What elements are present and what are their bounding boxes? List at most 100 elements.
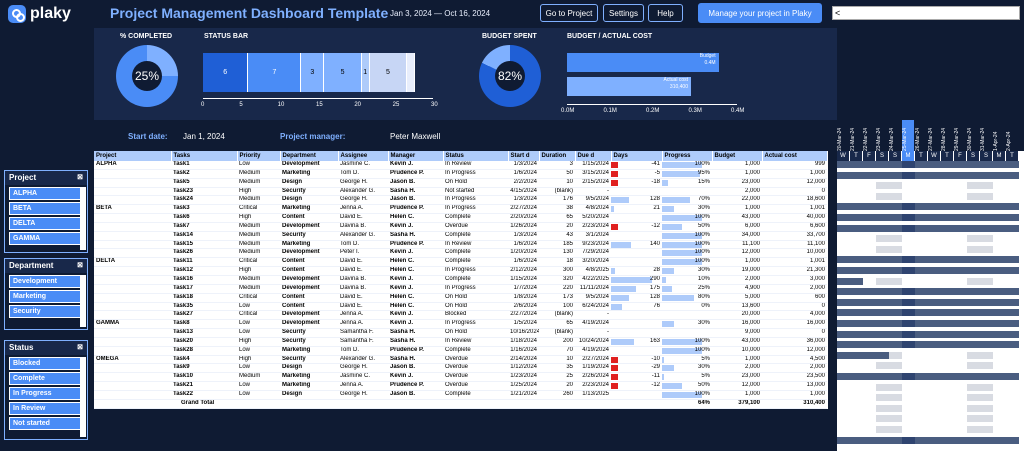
column-header[interactable]: Budget	[712, 151, 763, 161]
table-row[interactable]: Task24 Medium Design George H. Jason B. In Pr…	[94, 195, 827, 206]
slicer-item-alpha[interactable]: ALPHA	[9, 187, 83, 200]
gantt-cell	[837, 341, 850, 349]
slicer-item-in-review[interactable]: In Review	[9, 402, 83, 415]
help-button[interactable]: Help	[648, 4, 683, 22]
table-cell: 50%	[662, 381, 712, 391]
table-row[interactable]: Task21 Low Marketing Jenna A. Prudence P. Ove…	[94, 381, 827, 391]
clear-filter-icon[interactable]: ⊠	[77, 344, 83, 351]
table-cell: 1/15/2024	[575, 161, 611, 170]
slicer-item-in-progress[interactable]: In Progress	[9, 387, 83, 400]
progress-value: 100%	[694, 240, 710, 247]
go-to-project-button[interactable]: Go to Project	[540, 4, 598, 22]
table-row[interactable]: Task18 Critical Content David E. Helen C. On …	[94, 293, 827, 303]
gantt-cell	[850, 171, 863, 179]
gantt-date: 21-Mar-24	[850, 127, 856, 151]
table-row[interactable]: Task17 Medium Development Davina B. Kevin J.…	[94, 284, 827, 294]
gantt-day: T	[941, 151, 954, 161]
table-row[interactable]: ALPHA Task1 Low Development Jasmine C. Kevin …	[94, 161, 827, 170]
column-header[interactable]: Status	[443, 151, 509, 161]
table-cell: Task24	[171, 195, 237, 206]
days-value: 28	[653, 267, 660, 274]
status-slicer-scrollbar[interactable]	[80, 357, 86, 437]
slicer-item-beta[interactable]: BETA	[9, 202, 83, 215]
department-slicer-scrollbar[interactable]	[80, 275, 86, 327]
column-header[interactable]: Priority	[237, 151, 281, 161]
column-header[interactable]: Actual cost	[762, 151, 828, 161]
clear-filter-icon[interactable]: ⊠	[77, 262, 83, 269]
table-cell	[94, 231, 171, 241]
slicer-item-complete[interactable]: Complete	[9, 372, 83, 385]
slicer-item-blocked[interactable]: Blocked	[9, 357, 83, 370]
project-slicer-scrollbar[interactable]	[80, 187, 86, 250]
slicer-item-gamma[interactable]: GAMMA	[9, 232, 83, 245]
gantt-date: 1-Apr-24	[993, 131, 999, 151]
table-cell: 10/16/2024	[508, 328, 539, 338]
clear-filter-icon[interactable]: ⊠	[77, 174, 83, 181]
table-row[interactable]: Task10 Medium Marketing Jasmine C. Kevin J. O…	[94, 372, 827, 383]
slicer-item-delta[interactable]: DELTA	[9, 217, 83, 230]
gantt-cell	[876, 161, 889, 168]
horizontal-scrollbar[interactable]: <	[832, 6, 1020, 20]
table-row[interactable]: Task9 Low Design George H. Jason B. Overdue 1/…	[94, 363, 827, 374]
column-header[interactable]: Project	[94, 151, 172, 161]
slicer-item-not-started[interactable]: Not started	[9, 417, 83, 430]
column-header[interactable]: Progress	[662, 151, 713, 161]
table-row[interactable]: Task6 High Content David E. Helen C. Complete…	[94, 213, 827, 223]
table-cell: 100%	[662, 213, 712, 223]
table-row[interactable]: Task27 Critical Development Jenna A. Kevin J…	[94, 310, 827, 321]
gantt-cell	[850, 436, 863, 444]
slicer-item-security[interactable]: Security	[9, 305, 83, 318]
gantt-cell	[967, 341, 980, 349]
slicer-item-marketing[interactable]: Marketing	[9, 290, 83, 303]
column-header[interactable]: Due d	[575, 151, 612, 161]
settings-button[interactable]: Settings	[603, 4, 644, 22]
table-row[interactable]: Task14 Medium Security Alexander G. Sasha H.…	[94, 231, 827, 241]
gantt-cell	[928, 362, 941, 370]
table-row[interactable]: OMEGA Task4 High Security Alexander G. Sasha …	[94, 355, 827, 365]
table-row[interactable]: Task15 Medium Marketing Tom D. Prudence P. In…	[94, 240, 827, 250]
gantt-cell	[915, 288, 928, 296]
table-row[interactable]: GAMMA Task8 Low Development Jenna A. Kevin J.…	[94, 319, 827, 330]
column-header[interactable]: Days	[611, 151, 663, 161]
table-cell: 1,000	[762, 169, 827, 179]
manage-in-plaky-button[interactable]: Manage your project in Plaky	[698, 3, 822, 23]
table-cell: 11,100	[762, 240, 827, 250]
gantt-cell	[928, 288, 941, 296]
table-cell: Content	[280, 302, 338, 312]
table-row[interactable]: Task20 High Security Samantha F. Sasha H. In …	[94, 337, 827, 347]
gantt-cell	[850, 235, 863, 243]
table-cell: 19,000	[712, 266, 762, 276]
table-row[interactable]: DELTA Task11 Critical Content David E. Helen …	[94, 257, 827, 268]
table-cell: Content	[280, 257, 338, 268]
column-header[interactable]: Start d	[508, 151, 540, 161]
scroll-left-icon[interactable]: <	[835, 8, 841, 18]
table-row[interactable]: Task26 Medium Development Peter I. Kevin J. C…	[94, 248, 827, 259]
status-axis	[203, 98, 433, 99]
table-cell: In Progress	[443, 266, 508, 276]
column-header[interactable]: Manager	[388, 151, 444, 161]
gantt-cell	[863, 224, 876, 232]
table-row[interactable]: Task28 Low Marketing Tom D. Prudence P. Compl…	[94, 346, 827, 356]
table-row[interactable]: Task23 High Security Alexander G. Sasha H. No…	[94, 187, 827, 197]
column-header[interactable]: Assignee	[338, 151, 389, 161]
table-row[interactable]: Task12 High Content David E. Helen C. In Prog…	[94, 266, 827, 276]
table-row[interactable]: Task35 Low Content David E. Helen C. On Hold 2…	[94, 302, 827, 312]
gantt-cell	[928, 182, 941, 190]
column-header[interactable]: Duration	[539, 151, 576, 161]
slicer-item-development[interactable]: Development	[9, 275, 83, 288]
table-row[interactable]: BETA Task3 Critical Marketing Jenna A. Pruden…	[94, 204, 827, 215]
table-row[interactable]: Task22 Low Design George H. Jason B. Complete…	[94, 390, 827, 400]
table-row[interactable]: Task16 Medium Development Davina B. Kevin J.…	[94, 275, 827, 285]
table-row[interactable]: Task13 Low Security Samantha F. Sasha H. On H…	[94, 328, 827, 338]
table-cell: 2,000	[712, 187, 762, 197]
table-cell: 23,000	[712, 372, 762, 383]
table-row[interactable]: Task2 Medium Marketing Tom D. Prudence P. In …	[94, 169, 827, 179]
table-cell: Task3	[171, 204, 237, 215]
table-row[interactable]: Task5 Medium Design George H. Jason B. On Hol…	[94, 178, 827, 188]
days-value: -18	[651, 178, 660, 185]
table-row[interactable]: Task7 Medium Development Davina B. Kevin J. O…	[94, 222, 827, 232]
table-cell: (blank)	[539, 187, 575, 197]
progress-value: 100%	[694, 346, 710, 353]
column-header[interactable]: Tasks	[171, 151, 238, 161]
column-header[interactable]: Department	[280, 151, 339, 161]
